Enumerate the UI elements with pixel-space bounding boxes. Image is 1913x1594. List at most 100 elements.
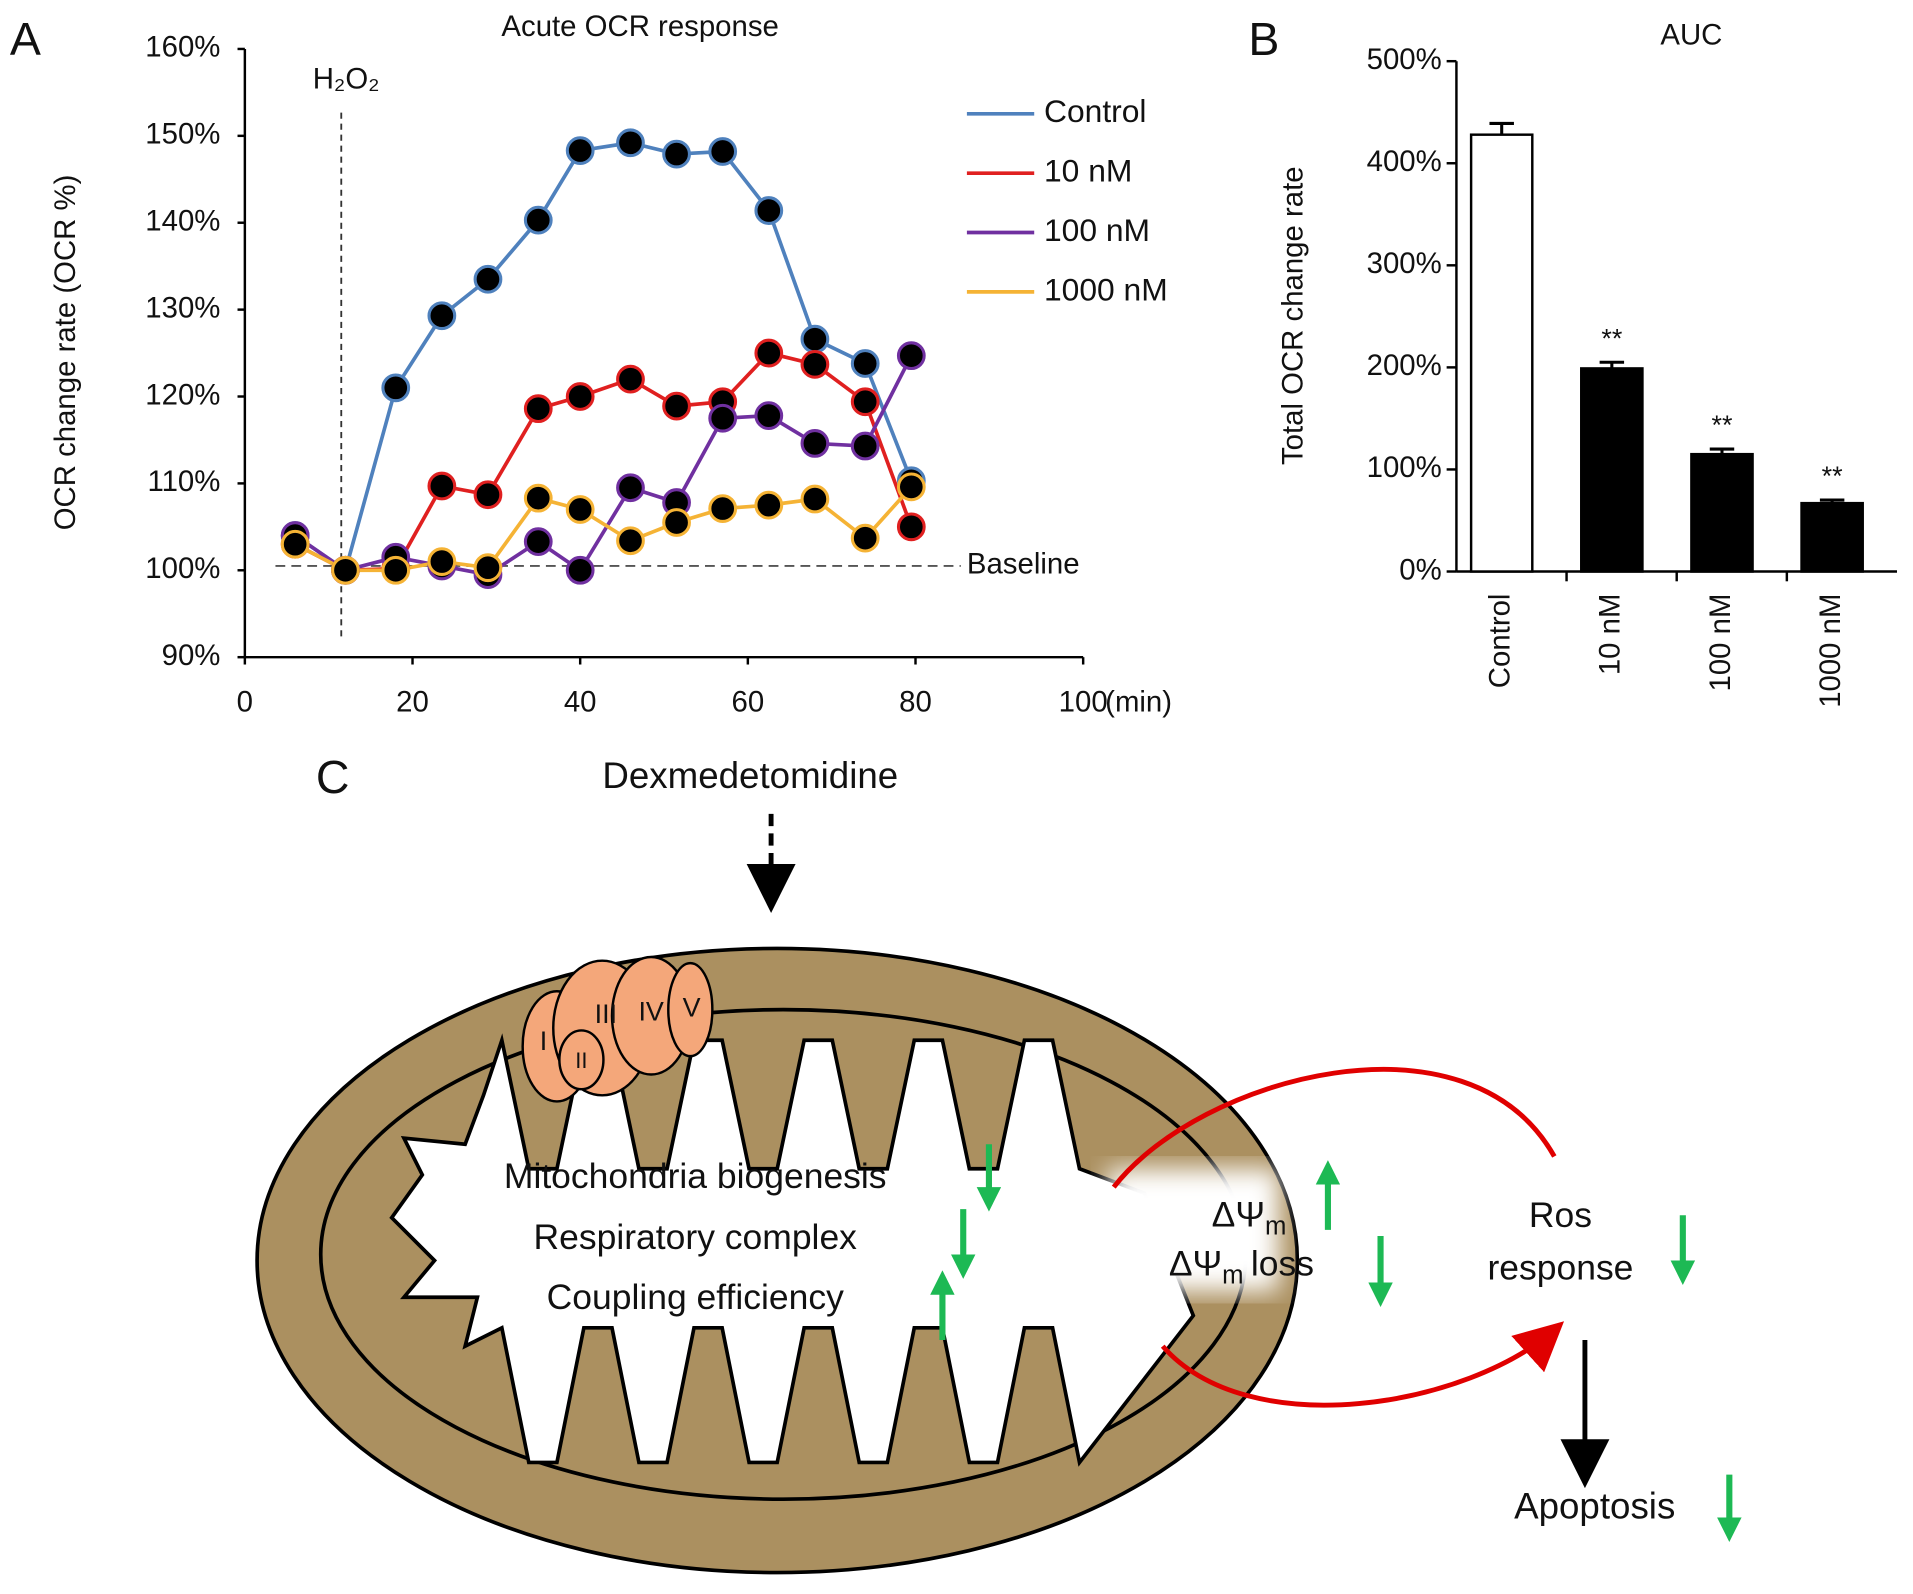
error-bar (1489, 121, 1514, 135)
panel-label: C (316, 751, 350, 803)
ros-label: response (1487, 1248, 1633, 1288)
bar (1800, 501, 1864, 573)
legend-label: 100 nM (1044, 212, 1150, 248)
marker (565, 555, 595, 585)
marker (896, 512, 926, 542)
red-arrow (1111, 1067, 1557, 1189)
x-tick-label: 60 (732, 685, 765, 718)
marker (662, 391, 691, 421)
marker (523, 394, 553, 424)
marker (280, 529, 310, 559)
outcome-label: Apoptosis (1514, 1486, 1675, 1527)
panel-label: B (1248, 13, 1279, 65)
y-tick-label: 110% (147, 465, 220, 498)
y-tick-label: 200% (1367, 349, 1442, 382)
diagram: C Dexmedetomidine I II III IV V Mitochon… (255, 751, 1742, 1575)
x-tick-label: 80 (899, 685, 932, 718)
subscript: m (1265, 1212, 1286, 1240)
marker (473, 264, 503, 294)
significance: ** (1712, 410, 1733, 440)
marker (427, 547, 457, 576)
marker (616, 526, 645, 556)
marker (754, 490, 784, 520)
error-bar (1599, 360, 1625, 369)
marker (662, 139, 691, 169)
loss: loss (1251, 1244, 1314, 1284)
y-tick-label: 0% (1399, 553, 1441, 586)
y-tick-label: 100% (145, 552, 220, 585)
y-tick-label: 90% (162, 639, 221, 672)
event-label: H₂O₂ (313, 63, 380, 96)
y-axis-label: OCR change rate (OCR %) (49, 175, 82, 531)
y-tick-label: 160% (145, 31, 220, 64)
marker (708, 137, 738, 166)
bar (1580, 367, 1644, 573)
baseline-label: Baseline (967, 548, 1080, 581)
y-tick-label: 500% (1367, 43, 1442, 76)
potential-label: ΔΨm (1212, 1195, 1287, 1240)
legend-label: 10 nM (1044, 153, 1132, 189)
marker (616, 364, 645, 394)
x-tick-label: 100 nM (1704, 594, 1737, 692)
marker (473, 553, 503, 583)
marker (616, 128, 645, 158)
y-axis-label: Total OCR change rate (1277, 166, 1310, 465)
marker (896, 472, 926, 502)
marker (708, 494, 738, 523)
marker (331, 555, 360, 585)
y-tick-label: 300% (1367, 247, 1442, 280)
red-arrow (1160, 1321, 1565, 1408)
effect-label: Respiratory complex (534, 1217, 858, 1257)
y-tick-label: 150% (145, 118, 220, 151)
significance: ** (1601, 323, 1622, 353)
ros-label: Ros (1529, 1195, 1592, 1235)
marker (754, 338, 784, 368)
marker (850, 349, 880, 378)
marker (662, 508, 691, 537)
complex (558, 1029, 605, 1091)
chart-title: Acute OCR response (501, 10, 778, 43)
effect-label: Coupling efficiency (547, 1277, 844, 1317)
complex-label: I (540, 1026, 547, 1056)
marker (850, 431, 880, 461)
complex-label: III (595, 999, 617, 1029)
x-axis-unit: (min) (1105, 685, 1172, 718)
x-tick-label: 40 (564, 685, 597, 718)
marker (896, 341, 926, 371)
x-tick-label: 100 (1059, 685, 1108, 718)
complex-label: V (683, 993, 701, 1023)
x-tick-label: 1000 nM (1814, 594, 1847, 708)
marker (523, 483, 553, 513)
symbol: ΔΨ (1169, 1244, 1222, 1284)
y-tick-label: 100% (1367, 451, 1442, 484)
significance: ** (1822, 461, 1843, 491)
marker (754, 196, 784, 225)
y-tick-label: 130% (145, 291, 220, 324)
error-bar (1709, 447, 1735, 455)
y-tick-label: 400% (1367, 145, 1442, 178)
panel-label: A (10, 13, 41, 65)
marker (427, 301, 457, 331)
marker (800, 484, 830, 514)
marker (523, 527, 553, 556)
marker (565, 495, 595, 524)
glow (1107, 1168, 1279, 1292)
error-bar (1819, 498, 1845, 504)
effect-label: Mitochondria biogenesis (504, 1156, 887, 1196)
y-tick-label: 140% (145, 204, 220, 237)
complex (667, 961, 714, 1058)
chart-title: AUC (1660, 18, 1722, 51)
drug-label: Dexmedetomidine (602, 755, 898, 796)
subscript: m (1222, 1261, 1243, 1289)
marker (754, 401, 784, 431)
marker (427, 471, 457, 501)
marker (523, 205, 553, 235)
x-tick-label: 20 (396, 685, 429, 718)
marker (565, 136, 595, 165)
legend-label: 1000 nM (1044, 271, 1168, 307)
bar (1469, 133, 1534, 573)
x-tick-label: 10 nM (1594, 594, 1627, 676)
marker (565, 382, 595, 411)
